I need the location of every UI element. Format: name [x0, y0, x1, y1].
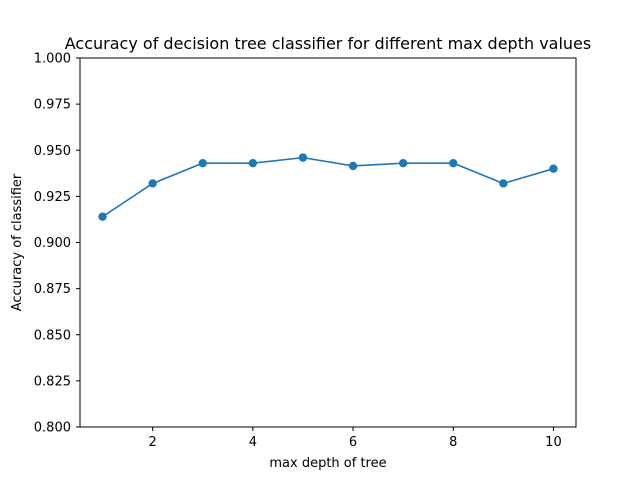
- y-tick-label: 0.875: [34, 282, 71, 297]
- x-tick-label: 6: [349, 435, 357, 450]
- y-tick-label: 0.850: [34, 328, 71, 343]
- plot-frame: [79, 57, 577, 428]
- data-point: [499, 179, 508, 188]
- data-point: [549, 164, 558, 173]
- data-point: [98, 212, 107, 221]
- x-tick-label: 8: [449, 435, 457, 450]
- data-point: [348, 161, 358, 171]
- data-point: [449, 158, 458, 168]
- y-axis-label: Accuracy of classifier: [10, 173, 25, 311]
- y-tick-label: 1.000: [34, 52, 71, 67]
- y-axis: 0.800 0.825 0.850 0.875 0.900 0.925 0.950 0.975…: [34, 52, 80, 436]
- data-point: [398, 158, 408, 168]
- y-tick-label: 0.950: [34, 144, 71, 159]
- data-point: [298, 153, 308, 162]
- data-point: [248, 158, 258, 168]
- chart-title: Accuracy of decision tree classifier for…: [65, 34, 591, 53]
- y-tick-label: 0.900: [34, 236, 71, 251]
- x-axis-label: max depth of tree: [269, 456, 386, 471]
- series-line: [101, 156, 555, 218]
- plot-area: [79, 57, 577, 428]
- x-tick-label: 2: [149, 435, 157, 450]
- x-axis: 2 4 6 8 10: [149, 427, 562, 450]
- y-tick-label: 0.925: [34, 190, 71, 205]
- y-tick-label: 0.800: [34, 421, 71, 436]
- y-tick-label: 0.825: [34, 374, 71, 389]
- data-point: [148, 179, 157, 188]
- data-point: [198, 158, 207, 168]
- x-tick-label: 4: [249, 435, 257, 450]
- series-layer: [98, 153, 558, 221]
- y-tick-label: 0.975: [34, 98, 71, 113]
- x-tick-label: 10: [545, 435, 562, 450]
